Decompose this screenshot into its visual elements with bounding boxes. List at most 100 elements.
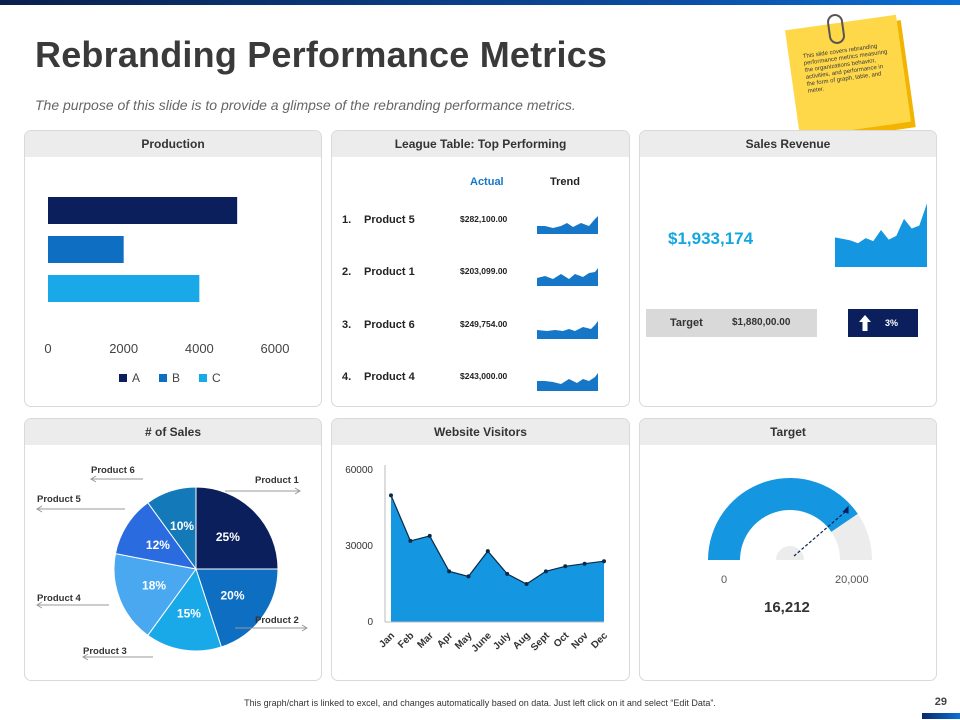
trend-sparkline bbox=[537, 268, 598, 286]
trend-sparkline bbox=[537, 321, 598, 339]
target-panel: Target 0 20,000 16,212 bbox=[639, 418, 937, 681]
top-accent-bar bbox=[0, 0, 960, 5]
target-box: Target $1,880,00.00 bbox=[646, 309, 817, 337]
visitors-point-feb[interactable] bbox=[408, 538, 413, 543]
pie-value-label: 18% bbox=[142, 579, 166, 593]
x-tick-label: 2000 bbox=[109, 341, 138, 356]
pie-slice-product-1[interactable] bbox=[195, 486, 279, 570]
table-row[interactable]: 2. Product 1 $203,099.00 bbox=[332, 258, 629, 288]
pie-leader-label: Product 1 bbox=[255, 475, 300, 486]
page-accent-bar bbox=[922, 713, 960, 719]
visitors-point-oct[interactable] bbox=[563, 564, 568, 569]
visitors-point-nov[interactable] bbox=[582, 561, 587, 566]
gauge-remaining-arc bbox=[831, 513, 872, 560]
y-tick-label: 60000 bbox=[345, 465, 373, 476]
y-tick-label: 30000 bbox=[345, 541, 373, 552]
x-tick-label: Aug bbox=[511, 630, 533, 652]
leader-arrow-icon bbox=[301, 624, 308, 632]
visitors-point-may[interactable] bbox=[466, 574, 471, 579]
target-label: Target bbox=[670, 317, 703, 329]
legend-swatch bbox=[159, 374, 167, 382]
website-visitors-panel: Website Visitors 0 30000 60000 Jan Feb Mar Apr… bbox=[331, 418, 630, 681]
website-visitors-header: Website Visitors bbox=[332, 419, 629, 445]
row-product: Product 6 bbox=[364, 319, 415, 331]
leader-arrow-icon bbox=[36, 505, 43, 513]
production-chart[interactable]: 0 2000 4000 6000 A B C bbox=[25, 157, 322, 406]
visitors-point-june[interactable] bbox=[485, 549, 490, 554]
row-actual: $249,754.00 bbox=[460, 319, 508, 329]
leader-arrow-icon bbox=[90, 475, 97, 483]
row-actual: $243,000.00 bbox=[460, 371, 508, 381]
pie-value-label: 10% bbox=[170, 519, 194, 533]
y-tick-label: 0 bbox=[367, 617, 373, 628]
x-tick-label: Apr bbox=[435, 630, 455, 650]
leader-arrow-icon bbox=[82, 653, 89, 661]
num-sales-header: # of Sales bbox=[25, 419, 321, 445]
trend-sparkline bbox=[537, 373, 598, 391]
visitors-point-jan[interactable] bbox=[389, 493, 393, 498]
gauge-hub bbox=[776, 546, 804, 560]
sales-revenue-panel: Sales Revenue $1,933,174 Target $1,880,0… bbox=[639, 130, 937, 407]
production-panel: Production 0 2000 4000 6000 A B C bbox=[24, 130, 322, 407]
pie-value-label: 25% bbox=[216, 530, 240, 544]
page-subtitle: The purpose of this slide is to provide … bbox=[35, 97, 576, 113]
x-tick-label: 4000 bbox=[185, 341, 214, 356]
production-panel-header: Production bbox=[25, 131, 321, 157]
x-tick-label: Dec bbox=[589, 630, 610, 651]
pie-slice-product-4[interactable] bbox=[113, 553, 197, 637]
target-gauge bbox=[708, 478, 872, 560]
revenue-trend-chart bbox=[835, 203, 927, 267]
trend-sparkline bbox=[537, 216, 598, 234]
visitors-point-sept[interactable] bbox=[543, 569, 548, 574]
sticky-note: This slide covers rebranding performance… bbox=[785, 14, 911, 138]
row-actual: $282,100.00 bbox=[460, 214, 508, 224]
x-tick-label: Mar bbox=[415, 630, 435, 650]
table-row[interactable]: 4. Product 4 $243,000.00 bbox=[332, 363, 629, 393]
pie-slice-product-3[interactable] bbox=[147, 567, 222, 652]
visitors-point-dec[interactable] bbox=[602, 559, 606, 564]
pie-slice-product-2[interactable] bbox=[195, 568, 279, 648]
visitors-point-mar[interactable] bbox=[427, 533, 432, 538]
pie-value-label: 12% bbox=[146, 538, 170, 552]
gauge-min-label: 0 bbox=[721, 574, 728, 586]
needle-arrow-icon bbox=[842, 505, 849, 514]
x-tick-label: June bbox=[470, 630, 495, 655]
bar-A[interactable] bbox=[48, 197, 238, 224]
row-product: Product 5 bbox=[364, 214, 415, 226]
up-arrow-icon bbox=[859, 315, 871, 331]
gauge-needle bbox=[793, 510, 847, 557]
gauge-filled-arc bbox=[708, 478, 858, 560]
x-tick-label: Feb bbox=[396, 630, 416, 650]
leader-arrow-icon bbox=[36, 601, 43, 609]
pie-leader-label: Product 2 bbox=[255, 615, 299, 626]
league-col-actual: Actual bbox=[470, 176, 504, 188]
legend-label: B bbox=[172, 371, 180, 385]
revenue-amount: $1,933,174 bbox=[668, 229, 754, 248]
pie-leader-label: Product 3 bbox=[83, 646, 127, 657]
revenue-trend-area bbox=[835, 203, 927, 267]
sales-pie-chart[interactable]: 25% 20% 15% 18% 12%10% Product 1 Product 2 Prod… bbox=[25, 445, 322, 681]
x-tick-label: 6000 bbox=[261, 341, 290, 356]
pie-slice-product-5[interactable] bbox=[114, 501, 198, 570]
row-rank: 4. bbox=[342, 371, 352, 383]
gauge-value: 16,212 bbox=[764, 599, 810, 616]
visitors-point-apr[interactable] bbox=[447, 569, 452, 574]
pie-slice-product-6[interactable] bbox=[147, 486, 197, 571]
bar-C[interactable] bbox=[48, 275, 200, 302]
bar-B[interactable] bbox=[48, 236, 124, 263]
visitors-point-aug[interactable] bbox=[524, 582, 529, 586]
table-row[interactable]: 3. Product 6 $249,754.00 bbox=[332, 311, 629, 341]
footer-note: This graph/chart is linked to excel, and… bbox=[244, 698, 716, 708]
legend-label: A bbox=[132, 371, 140, 385]
pie-leader-label: Product 5 bbox=[37, 494, 82, 505]
row-product: Product 1 bbox=[364, 266, 415, 278]
visitors-point-july[interactable] bbox=[505, 571, 510, 576]
table-row[interactable]: 1. Product 5 $282,100.00 bbox=[332, 206, 629, 236]
sales-revenue-header: Sales Revenue bbox=[640, 131, 936, 157]
row-product: Product 4 bbox=[364, 371, 415, 383]
num-sales-panel: # of Sales 25% 20% 15% 18% 12% 10% Product 1 Pr… bbox=[24, 418, 322, 681]
pie-value-label: 20% bbox=[220, 589, 244, 603]
visitors-line bbox=[390, 495, 605, 585]
row-rank: 1. bbox=[342, 214, 352, 226]
